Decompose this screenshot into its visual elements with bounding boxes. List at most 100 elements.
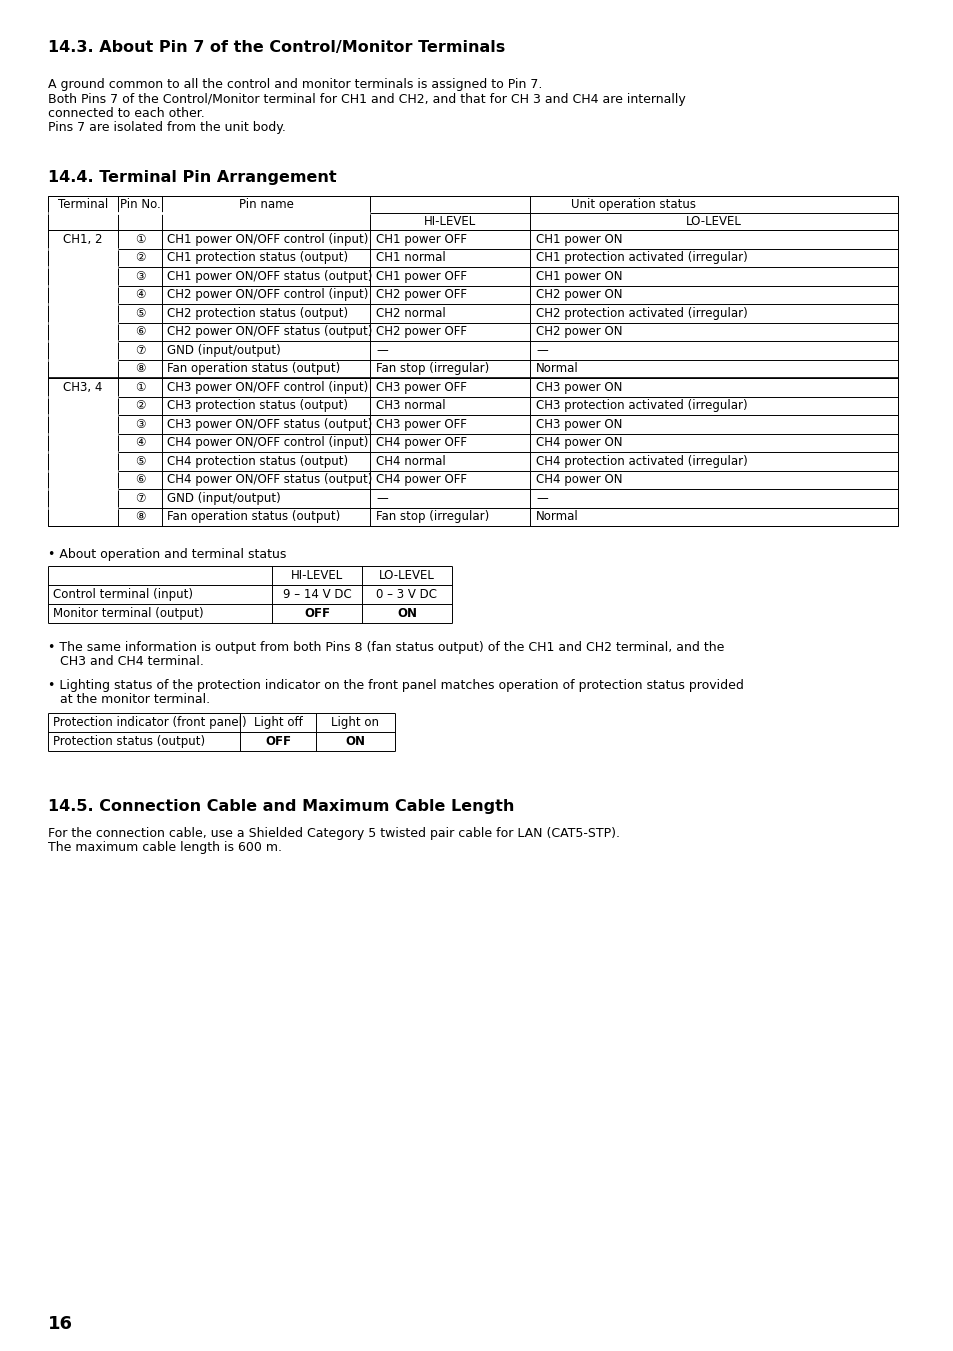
Text: ⑥: ⑥: [134, 326, 145, 338]
Text: ⑦: ⑦: [134, 492, 145, 505]
Text: ②: ②: [134, 251, 145, 265]
Text: OFF: OFF: [304, 607, 330, 620]
Text: CH1 power OFF: CH1 power OFF: [375, 270, 467, 282]
Text: CH1 normal: CH1 normal: [375, 251, 445, 265]
Text: GND (input/output): GND (input/output): [167, 343, 280, 357]
Text: CH3 normal: CH3 normal: [375, 400, 445, 412]
Text: 14.4. Terminal Pin Arrangement: 14.4. Terminal Pin Arrangement: [48, 170, 336, 185]
Text: CH3 power ON: CH3 power ON: [536, 417, 621, 431]
Text: CH1 protection activated (irregular): CH1 protection activated (irregular): [536, 251, 747, 265]
Text: Pin name: Pin name: [238, 199, 294, 211]
Text: CH4 power ON: CH4 power ON: [536, 473, 622, 486]
Text: ①: ①: [134, 232, 145, 246]
Text: CH3 and CH4 terminal.: CH3 and CH4 terminal.: [60, 655, 204, 667]
Text: Fan stop (irregular): Fan stop (irregular): [375, 511, 489, 523]
Text: CH4 power OFF: CH4 power OFF: [375, 436, 467, 450]
Text: • Lighting status of the protection indicator on the front panel matches operati: • Lighting status of the protection indi…: [48, 680, 743, 692]
Text: CH2 normal: CH2 normal: [375, 307, 445, 320]
Text: CH3 power OFF: CH3 power OFF: [375, 417, 466, 431]
Text: Fan operation status (output): Fan operation status (output): [167, 511, 340, 523]
Text: ⑧: ⑧: [134, 362, 145, 376]
Text: 9 – 14 V DC: 9 – 14 V DC: [282, 588, 351, 601]
Text: CH1 power OFF: CH1 power OFF: [375, 232, 467, 246]
Text: Pins 7 are isolated from the unit body.: Pins 7 are isolated from the unit body.: [48, 122, 286, 135]
Text: Control terminal (input): Control terminal (input): [53, 588, 193, 601]
Text: Unit operation status: Unit operation status: [571, 199, 696, 211]
Text: CH3, 4: CH3, 4: [63, 381, 103, 393]
Text: 0 – 3 V DC: 0 – 3 V DC: [376, 588, 437, 601]
Text: ⑤: ⑤: [134, 307, 145, 320]
Text: Both Pins 7 of the Control/Monitor terminal for CH1 and CH2, and that for CH 3 a: Both Pins 7 of the Control/Monitor termi…: [48, 92, 685, 105]
Text: CH4 power ON/OFF control (input): CH4 power ON/OFF control (input): [167, 436, 368, 450]
Text: CH2 protection status (output): CH2 protection status (output): [167, 307, 348, 320]
Text: at the monitor terminal.: at the monitor terminal.: [60, 693, 210, 707]
Text: CH4 protection activated (irregular): CH4 protection activated (irregular): [536, 455, 747, 467]
Text: CH1 protection status (output): CH1 protection status (output): [167, 251, 348, 265]
Text: ON: ON: [345, 735, 365, 748]
Text: LO-LEVEL: LO-LEVEL: [378, 569, 435, 582]
Text: CH2 power OFF: CH2 power OFF: [375, 326, 467, 338]
Text: For the connection cable, use a Shielded Category 5 twisted pair cable for LAN (: For the connection cable, use a Shielded…: [48, 827, 619, 840]
Text: CH4 normal: CH4 normal: [375, 455, 445, 467]
Text: CH2 power OFF: CH2 power OFF: [375, 288, 467, 301]
Text: Monitor terminal (output): Monitor terminal (output): [53, 607, 203, 620]
Text: GND (input/output): GND (input/output): [167, 492, 280, 505]
Text: 14.5. Connection Cable and Maximum Cable Length: 14.5. Connection Cable and Maximum Cable…: [48, 798, 514, 815]
Text: ①: ①: [134, 381, 145, 393]
Text: ⑧: ⑧: [134, 511, 145, 523]
Text: ②: ②: [134, 400, 145, 412]
Text: connected to each other.: connected to each other.: [48, 107, 205, 120]
Text: ④: ④: [134, 436, 145, 450]
Text: Fan operation status (output): Fan operation status (output): [167, 362, 340, 376]
Text: CH2 power ON: CH2 power ON: [536, 326, 622, 338]
Text: LO-LEVEL: LO-LEVEL: [685, 215, 741, 228]
Text: CH3 protection status (output): CH3 protection status (output): [167, 400, 348, 412]
Text: 16: 16: [48, 1315, 73, 1333]
Text: —: —: [375, 492, 387, 505]
Text: CH4 power ON/OFF status (output): CH4 power ON/OFF status (output): [167, 473, 372, 486]
Text: CH4 power ON: CH4 power ON: [536, 436, 622, 450]
Text: CH1 power ON: CH1 power ON: [536, 232, 622, 246]
Text: Pin No.: Pin No.: [119, 199, 160, 211]
Text: CH2 protection activated (irregular): CH2 protection activated (irregular): [536, 307, 747, 320]
Text: Normal: Normal: [536, 511, 578, 523]
Text: —: —: [536, 343, 547, 357]
Text: ⑦: ⑦: [134, 343, 145, 357]
Text: CH4 protection status (output): CH4 protection status (output): [167, 455, 348, 467]
Text: Protection status (output): Protection status (output): [53, 735, 205, 748]
Text: CH3 power ON/OFF status (output): CH3 power ON/OFF status (output): [167, 417, 372, 431]
Text: • About operation and terminal status: • About operation and terminal status: [48, 549, 286, 561]
Text: CH2 power ON/OFF status (output): CH2 power ON/OFF status (output): [167, 326, 372, 338]
Text: CH1 power ON/OFF status (output): CH1 power ON/OFF status (output): [167, 270, 372, 282]
Text: HI-LEVEL: HI-LEVEL: [423, 215, 476, 228]
Text: CH2 power ON: CH2 power ON: [536, 288, 622, 301]
Text: • The same information is output from both Pins 8 (fan status output) of the CH1: • The same information is output from bo…: [48, 640, 723, 654]
Text: CH3 power OFF: CH3 power OFF: [375, 381, 466, 393]
Text: OFF: OFF: [265, 735, 291, 748]
Text: HI-LEVEL: HI-LEVEL: [291, 569, 343, 582]
Text: The maximum cable length is 600 m.: The maximum cable length is 600 m.: [48, 842, 282, 854]
Text: —: —: [375, 343, 387, 357]
Text: Light on: Light on: [331, 716, 379, 730]
Text: ③: ③: [134, 270, 145, 282]
Text: ⑤: ⑤: [134, 455, 145, 467]
Text: Terminal: Terminal: [58, 199, 108, 211]
Text: CH3 power ON: CH3 power ON: [536, 381, 621, 393]
Text: Normal: Normal: [536, 362, 578, 376]
Text: CH1, 2: CH1, 2: [63, 232, 103, 246]
Text: CH3 power ON/OFF control (input): CH3 power ON/OFF control (input): [167, 381, 368, 393]
Text: ON: ON: [396, 607, 416, 620]
Text: ③: ③: [134, 417, 145, 431]
Text: CH4 power OFF: CH4 power OFF: [375, 473, 467, 486]
Text: CH3 protection activated (irregular): CH3 protection activated (irregular): [536, 400, 747, 412]
Text: A ground common to all the control and monitor terminals is assigned to Pin 7.: A ground common to all the control and m…: [48, 78, 542, 91]
Text: Protection indicator (front panel): Protection indicator (front panel): [53, 716, 247, 730]
Text: 14.3. About Pin 7 of the Control/Monitor Terminals: 14.3. About Pin 7 of the Control/Monitor…: [48, 41, 505, 55]
Text: Fan stop (irregular): Fan stop (irregular): [375, 362, 489, 376]
Text: CH1 power ON/OFF control (input): CH1 power ON/OFF control (input): [167, 232, 368, 246]
Text: CH2 power ON/OFF control (input): CH2 power ON/OFF control (input): [167, 288, 368, 301]
Text: CH1 power ON: CH1 power ON: [536, 270, 622, 282]
Text: ④: ④: [134, 288, 145, 301]
Text: Light off: Light off: [253, 716, 302, 730]
Text: —: —: [536, 492, 547, 505]
